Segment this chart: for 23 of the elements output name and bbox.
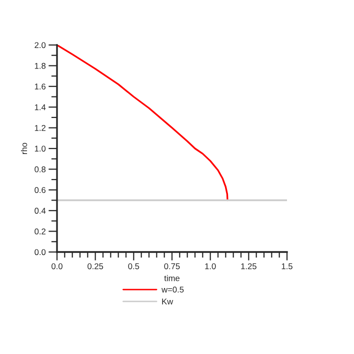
- y-tick-label: 1.6: [34, 84, 46, 90]
- y-tick-label: 0.0: [34, 249, 46, 256]
- x-tick-label: 0.0: [52, 263, 62, 270]
- y-tick-label: 2.0: [34, 42, 46, 48]
- y-axis-title: rho: [20, 142, 28, 154]
- y-tick-label: 0.6: [34, 187, 46, 193]
- y-tick-label: 1.8: [34, 62, 46, 69]
- x-tick-label: 1.0: [205, 263, 216, 270]
- y-tick-label: 0.8: [34, 166, 46, 172]
- legend-label: w=0.5: [162, 286, 184, 293]
- x-tick-label: 0.5: [128, 263, 140, 270]
- x-tick-label: 1.25: [241, 263, 256, 270]
- x-tick-label: 1.5: [282, 263, 292, 270]
- y-tick-label: 1.0: [34, 146, 46, 152]
- x-axis-title: time: [164, 275, 180, 282]
- y-tick-label: 1.4: [34, 104, 46, 110]
- legend-label: Kw: [162, 298, 174, 304]
- x-tick-label: 0.25: [88, 263, 104, 270]
- y-tick-label: 1.2: [34, 125, 46, 131]
- line-series: [57, 45, 228, 202]
- y-tick-label: 0.2: [34, 228, 46, 234]
- y-tick-label: 0.4: [34, 208, 46, 214]
- x-tick-label: 0.75: [164, 263, 180, 270]
